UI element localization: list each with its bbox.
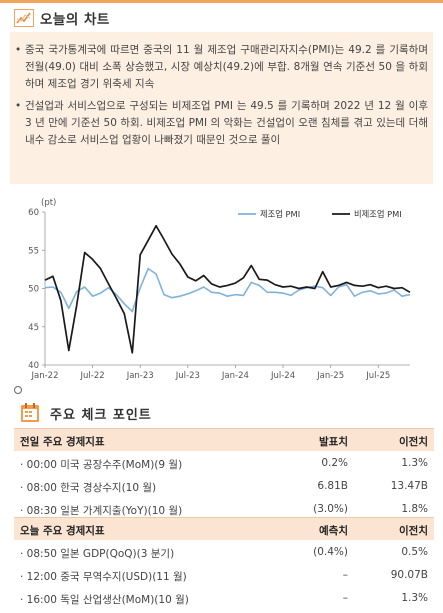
y-tick-label: 40	[28, 361, 39, 371]
table-row: · 08:00 한국 경상수지(10 월) 6.81B 13.47B	[14, 474, 434, 497]
pmi-line-chart: (pt) 40 45 50 55 60 Jan-22 Jul-22 Jan-23 Jul-23 Ja…	[28, 198, 411, 381]
x-tick-label: Jul-24	[270, 371, 295, 381]
header-indicator: 전일 주요 경제지표	[20, 436, 105, 448]
summary-panel: • 중국 국가통계국에 따르면 중국의 11 월 제조업 구매관리자지수(PMI…	[10, 32, 433, 184]
previous-indicators-table: 전일 주요 경제지표 발표치 이전치 · 00:00 미국 공장수주(MoM)(…	[14, 428, 434, 520]
y-tick-label: 60	[28, 208, 39, 218]
y-tick-label: 50	[28, 285, 39, 295]
header-previous: 이전치	[399, 436, 428, 448]
today-indicators-table: 오늘 주요 경제지표 예측치 이전치 · 08:50 일본 GDP(QoQ)(3…	[14, 517, 434, 609]
non-manufacturing-pmi-line	[44, 224, 411, 354]
line-chart-icon	[14, 9, 34, 27]
x-tick-label: Jan-25	[316, 371, 344, 381]
section-title: 오늘의 차트	[40, 12, 110, 28]
y-tick-label: 55	[28, 246, 39, 256]
previous-value: 0.5%	[401, 546, 428, 558]
forecast-value: –	[342, 592, 348, 604]
top-accent-bar	[0, 0, 443, 3]
header-actual: 발표치	[319, 436, 348, 448]
x-tick-label: Jul-25	[365, 371, 390, 381]
x-tick-label: Jan-22	[31, 371, 59, 381]
indicator-name: · 12:00 중국 무역수지(USD)(11 월)	[20, 571, 187, 583]
bullet-text: 건설업과 서비스업으로 구성되는 비제조업 PMI 는 49.5 를 기록하며 …	[25, 100, 428, 146]
bullet-item: • 건설업과 서비스업으로 구성되는 비제조업 PMI 는 49.5 를 기록하…	[15, 98, 428, 149]
table-header: 전일 주요 경제지표 발표치 이전치	[14, 428, 434, 451]
bullet-mark: •	[15, 44, 22, 56]
previous-value: 1.3%	[401, 457, 428, 469]
x-tick-label: Jul-23	[175, 371, 200, 381]
legend-label: 제조업 PMI	[260, 209, 300, 219]
table-row: · 08:30 일본 가계지출(YoY)(10 월) (3.0%) 1.8%	[14, 497, 434, 520]
table-row: · 00:00 미국 공장수주(MoM)(9 월) 0.2% 1.3%	[14, 451, 434, 474]
y-tick-label: 45	[28, 323, 39, 333]
table-row: · 08:50 일본 GDP(QoQ)(3 분기) (0.4%) 0.5%	[14, 540, 434, 563]
previous-value: 1.3%	[401, 592, 428, 604]
x-tick-label: Jan-24	[221, 371, 249, 381]
bullet-mark: •	[15, 100, 22, 112]
header-forecast: 예측치	[319, 525, 348, 537]
forecast-value: (0.4%)	[313, 546, 348, 558]
actual-value: 0.2%	[321, 457, 348, 469]
forecast-value: –	[342, 569, 348, 581]
table-row: · 12:00 중국 무역수지(USD)(11 월) – 90.07B	[14, 563, 434, 586]
checkpoint-header: 주요 체크 포인트	[20, 402, 152, 424]
section-title: 주요 체크 포인트	[50, 407, 152, 423]
x-tick-label: Jul-22	[80, 371, 105, 381]
actual-value: 6.81B	[317, 480, 348, 492]
pmi-chart: (pt) 40 45 50 55 60 Jan-22 Jul-22 Jan-23 Jul-23 Ja…	[10, 190, 433, 383]
bullet-item: • 중국 국가통계국에 따르면 중국의 11 월 제조업 구매관리자지수(PMI…	[15, 42, 428, 93]
header-indicator: 오늘 주요 경제지표	[20, 525, 105, 537]
previous-value: 90.07B	[390, 569, 428, 581]
table-header: 오늘 주요 경제지표 예측치 이전치	[14, 517, 434, 540]
legend-label: 비제조업 PMI	[354, 209, 402, 219]
actual-value: (3.0%)	[313, 503, 348, 515]
small-circle-mark	[14, 386, 22, 394]
table-row: · 16:00 독일 산업생산(MoM)(10 월) – 1.3%	[14, 586, 434, 609]
x-tick-label: Jan-23	[126, 371, 154, 381]
manufacturing-pmi-line	[44, 267, 411, 313]
previous-value: 1.8%	[401, 503, 428, 515]
todays-chart-header: 오늘의 차트	[14, 8, 110, 28]
header-previous: 이전치	[399, 525, 428, 537]
bullet-text: 중국 국가통계국에 따르면 중국의 11 월 제조업 구매관리자지수(PMI)는…	[25, 44, 428, 90]
indicator-name: · 16:00 독일 산업생산(MoM)(10 월)	[20, 594, 189, 606]
y-unit-label: (pt)	[41, 198, 56, 208]
indicator-name: · 08:00 한국 경상수지(10 월)	[20, 482, 157, 494]
previous-value: 13.47B	[390, 480, 428, 492]
indicator-name: · 08:30 일본 가계지출(YoY)(10 월)	[20, 505, 183, 517]
calendar-icon	[21, 403, 39, 422]
indicator-name: · 08:50 일본 GDP(QoQ)(3 분기)	[20, 548, 175, 560]
indicator-name: · 00:00 미국 공장수주(MoM)(9 월)	[20, 459, 183, 471]
